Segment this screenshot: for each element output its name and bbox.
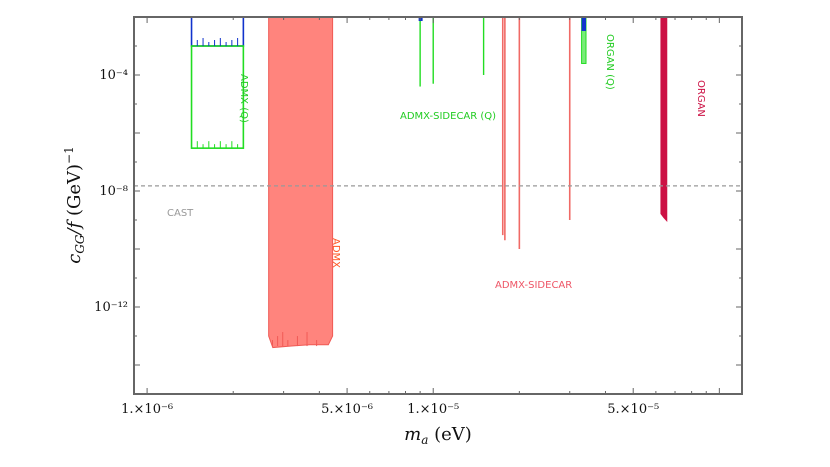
ticks-layer: 1.×10⁻⁶ 5.×10⁻⁶ 1.×10⁻⁵ 5.×10⁻⁵ 10⁻⁴ 10⁻⁸ 10⁻¹… — [94, 16, 742, 417]
organ-q-label: ORGAN (Q) — [604, 34, 615, 90]
x-tick-label: 1.×10⁻⁵ — [407, 402, 459, 417]
admx-blue-band — [190, 17, 245, 47]
y-tick-label: 10⁻⁴ — [99, 68, 128, 83]
plot-frame — [133, 16, 743, 395]
admx-q-label: ADMX (Q) — [238, 74, 249, 123]
admx-label: ADMX — [330, 238, 341, 268]
y-axis-title: cGG/f (GeV)−1 — [62, 146, 87, 264]
organ-label: ORGAN — [695, 80, 706, 117]
admx-q-band — [190, 45, 245, 149]
organ-q-blue-cap — [581, 17, 587, 31]
x-tick-label: 5.×10⁻⁵ — [607, 402, 659, 417]
organ-q-band — [581, 17, 587, 64]
x-tick-label: 5.×10⁻⁶ — [321, 402, 373, 417]
sidecar-q-label: ADMX-SIDECAR (Q) — [400, 111, 496, 122]
y-tick-label: 10⁻⁸ — [99, 184, 128, 199]
data-layer — [134, 17, 742, 349]
y-tick-label: 10⁻¹² — [94, 300, 128, 315]
annotations-layer: CAST ADMX ADMX (Q) ADMX-SIDECAR (Q) ADMX-SID… — [167, 34, 706, 291]
admx-band — [268, 17, 334, 349]
x-axis-title: ma (eV) — [404, 424, 472, 447]
sidecar-label: ADMX-SIDECAR — [495, 280, 572, 291]
organ-band — [660, 17, 668, 222]
cast-label: CAST — [167, 208, 194, 219]
x-tick-label: 1.×10⁻⁶ — [121, 402, 173, 417]
